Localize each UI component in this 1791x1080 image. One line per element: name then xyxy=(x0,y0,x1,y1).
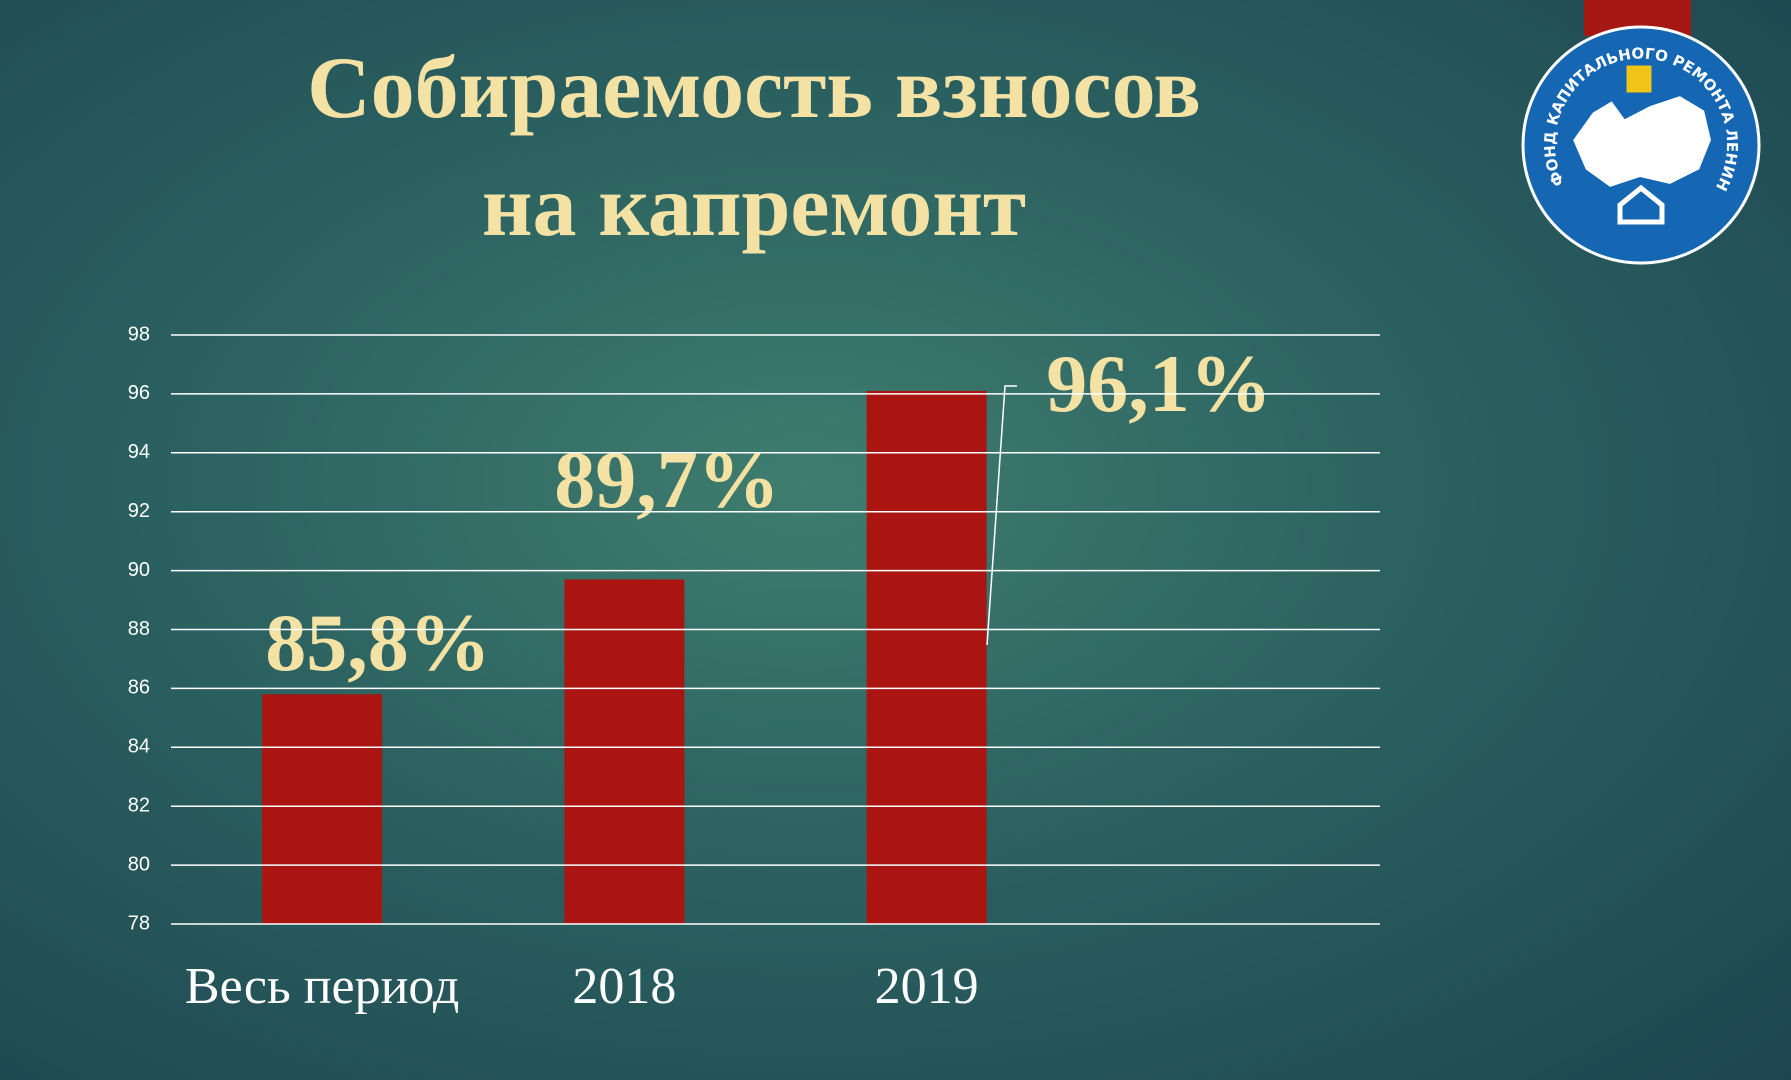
x-tick-label: 2019 xyxy=(875,958,979,1015)
logo-map xyxy=(1570,93,1714,190)
value-label: 96,1% xyxy=(1046,338,1272,429)
value-label: 89,7% xyxy=(554,434,780,525)
logo-text-path: ФОНД КАПИТАЛЬНОГО РЕМОНТА ЛЕНИНГРАДСКОЙ … xyxy=(0,0,1741,194)
y-tick-label: 96 xyxy=(128,382,150,404)
x-tick-label: Весь период xyxy=(185,958,460,1015)
y-tick-label: 88 xyxy=(128,618,150,640)
y-tick-label: 78 xyxy=(128,912,150,934)
y-tick-label: 94 xyxy=(128,441,150,463)
bar xyxy=(866,390,987,925)
y-tick-label: 84 xyxy=(128,736,150,758)
y-tick-label: 80 xyxy=(128,853,150,875)
logo-house xyxy=(1617,184,1665,225)
y-tick-label: 82 xyxy=(128,794,150,816)
bar xyxy=(564,579,685,924)
bar xyxy=(262,694,383,924)
value-label: 85,8% xyxy=(265,597,491,688)
y-tick-label: 86 xyxy=(128,677,150,699)
chart-title: Собираемость взносов на капремонт xyxy=(307,40,1201,255)
x-tick-label: 2018 xyxy=(572,958,676,1015)
leader-line xyxy=(986,385,1017,646)
y-tick-label: 92 xyxy=(128,500,150,522)
logo-text: ФОНД КАПИТАЛЬНОГО РЕМОНТА ЛЕНИНГРАДСКОЙ … xyxy=(0,0,1741,194)
y-tick-label: 98 xyxy=(128,323,150,345)
logo-emblem xyxy=(1625,64,1653,94)
y-tick-label: 90 xyxy=(128,559,150,581)
logo: ФОНД КАПИТАЛЬНОГО РЕМОНТА ЛЕНИНГРАДСКОЙ … xyxy=(0,0,1761,265)
